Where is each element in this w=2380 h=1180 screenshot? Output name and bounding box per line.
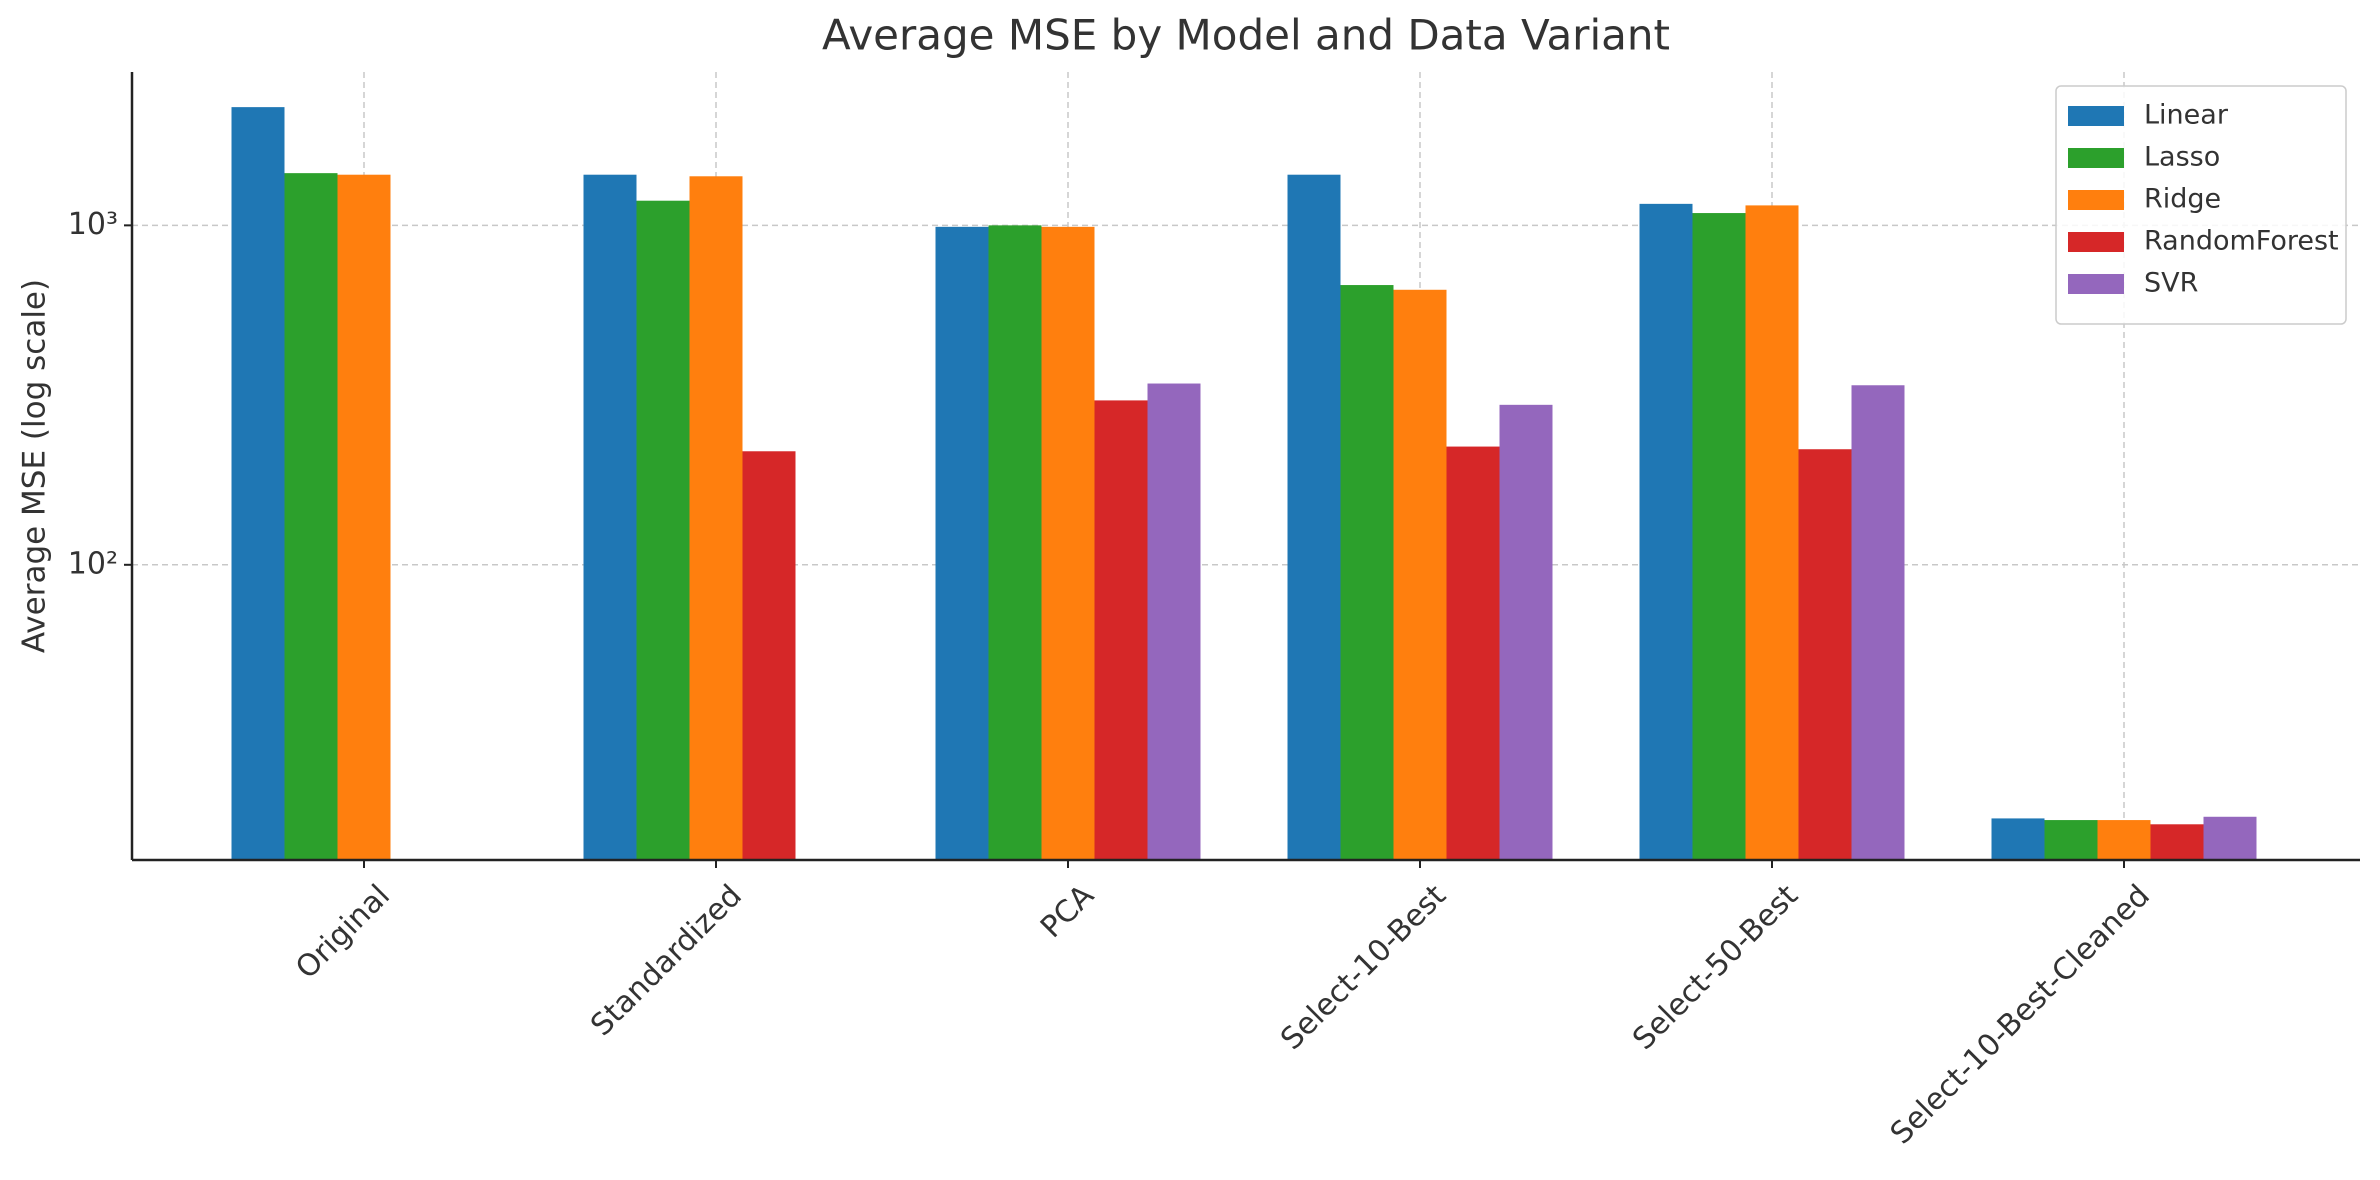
bar bbox=[1851, 385, 1905, 860]
bar bbox=[1147, 383, 1201, 860]
x-tick-label: Standardized bbox=[584, 878, 749, 1043]
bar bbox=[1393, 289, 1447, 860]
chart-title: Average MSE by Model and Data Variant bbox=[822, 11, 1670, 60]
legend: Linear Lasso Ridge RandomForest SVR bbox=[2055, 85, 2347, 325]
legend-swatch bbox=[2068, 274, 2124, 294]
legend-label: Lasso bbox=[2144, 142, 2220, 173]
y-tick-label: 10³ bbox=[68, 207, 118, 242]
bar bbox=[988, 225, 1042, 860]
y-axis-label: Average MSE (log scale) bbox=[17, 279, 53, 653]
bar bbox=[1287, 174, 1341, 861]
bar bbox=[1340, 285, 1394, 860]
bar bbox=[689, 176, 743, 860]
bar bbox=[1692, 213, 1746, 860]
bar bbox=[1798, 449, 1852, 860]
bar bbox=[1094, 400, 1148, 860]
bar bbox=[935, 226, 989, 861]
bar bbox=[231, 107, 285, 861]
bar bbox=[2150, 824, 2204, 860]
legend-swatch bbox=[2068, 106, 2124, 126]
legend-label: Linear bbox=[2144, 100, 2229, 131]
legend-label: RandomForest bbox=[2144, 226, 2339, 257]
bar bbox=[1745, 205, 1799, 861]
bar bbox=[1499, 404, 1553, 860]
bar bbox=[2203, 816, 2257, 860]
bar bbox=[583, 174, 637, 861]
legend-swatch bbox=[2068, 232, 2124, 252]
bar bbox=[742, 451, 796, 860]
legend-label: SVR bbox=[2144, 268, 2198, 299]
bar bbox=[636, 200, 690, 860]
y-tick-label: 10² bbox=[68, 546, 118, 581]
x-tick-label: PCA bbox=[1034, 878, 1101, 945]
bar bbox=[2044, 820, 2098, 860]
bar bbox=[2097, 820, 2151, 860]
bar bbox=[1041, 226, 1095, 861]
bar bbox=[284, 173, 338, 860]
legend-box bbox=[2055, 85, 2347, 325]
x-tick-label: Original bbox=[289, 878, 397, 986]
bar bbox=[1639, 203, 1693, 860]
legend-swatch bbox=[2068, 190, 2124, 210]
x-tick-label: Select-50-Best bbox=[1626, 878, 1805, 1057]
x-tick-label: Select-10-Best-Cleaned bbox=[1884, 878, 2157, 1151]
x-tick-label: Select-10-Best bbox=[1274, 878, 1453, 1057]
bar bbox=[1446, 446, 1500, 860]
legend-label: Ridge bbox=[2144, 184, 2221, 215]
bar bbox=[337, 174, 391, 861]
legend-swatch bbox=[2068, 148, 2124, 168]
bar bbox=[1991, 818, 2045, 860]
